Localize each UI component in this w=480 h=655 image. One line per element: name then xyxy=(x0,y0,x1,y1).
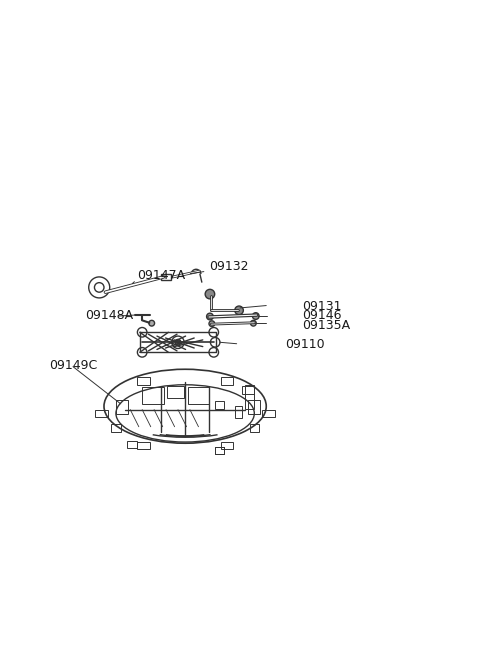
Text: 09146: 09146 xyxy=(302,309,342,322)
Bar xyxy=(221,442,233,449)
Bar xyxy=(161,274,171,280)
Circle shape xyxy=(149,320,155,326)
Bar xyxy=(215,447,225,455)
Bar xyxy=(215,447,225,455)
Bar xyxy=(221,377,233,385)
Bar xyxy=(250,424,259,432)
Bar xyxy=(248,400,260,415)
Text: 09110: 09110 xyxy=(285,338,325,350)
Text: 09148A: 09148A xyxy=(85,309,133,322)
Circle shape xyxy=(172,336,184,348)
Bar xyxy=(215,401,225,409)
Text: 09149C: 09149C xyxy=(49,359,97,372)
Circle shape xyxy=(206,313,213,320)
Circle shape xyxy=(205,290,215,299)
Bar xyxy=(242,386,254,394)
Bar xyxy=(263,409,275,417)
Text: 09132: 09132 xyxy=(209,259,249,272)
Bar xyxy=(235,406,242,418)
Bar xyxy=(245,384,254,409)
Circle shape xyxy=(252,312,259,320)
Bar xyxy=(116,400,128,415)
Text: 09135A: 09135A xyxy=(302,318,350,331)
Bar xyxy=(111,424,120,432)
Bar xyxy=(142,387,164,404)
Text: 09131: 09131 xyxy=(302,299,342,312)
Bar xyxy=(188,387,209,404)
Bar xyxy=(96,409,108,417)
Circle shape xyxy=(235,306,243,314)
Text: 09147A: 09147A xyxy=(137,269,186,282)
Bar xyxy=(168,386,184,398)
Bar xyxy=(137,377,150,385)
Circle shape xyxy=(251,320,256,326)
Circle shape xyxy=(209,321,215,327)
Bar xyxy=(137,442,150,449)
Bar xyxy=(127,441,137,449)
Circle shape xyxy=(175,339,181,345)
